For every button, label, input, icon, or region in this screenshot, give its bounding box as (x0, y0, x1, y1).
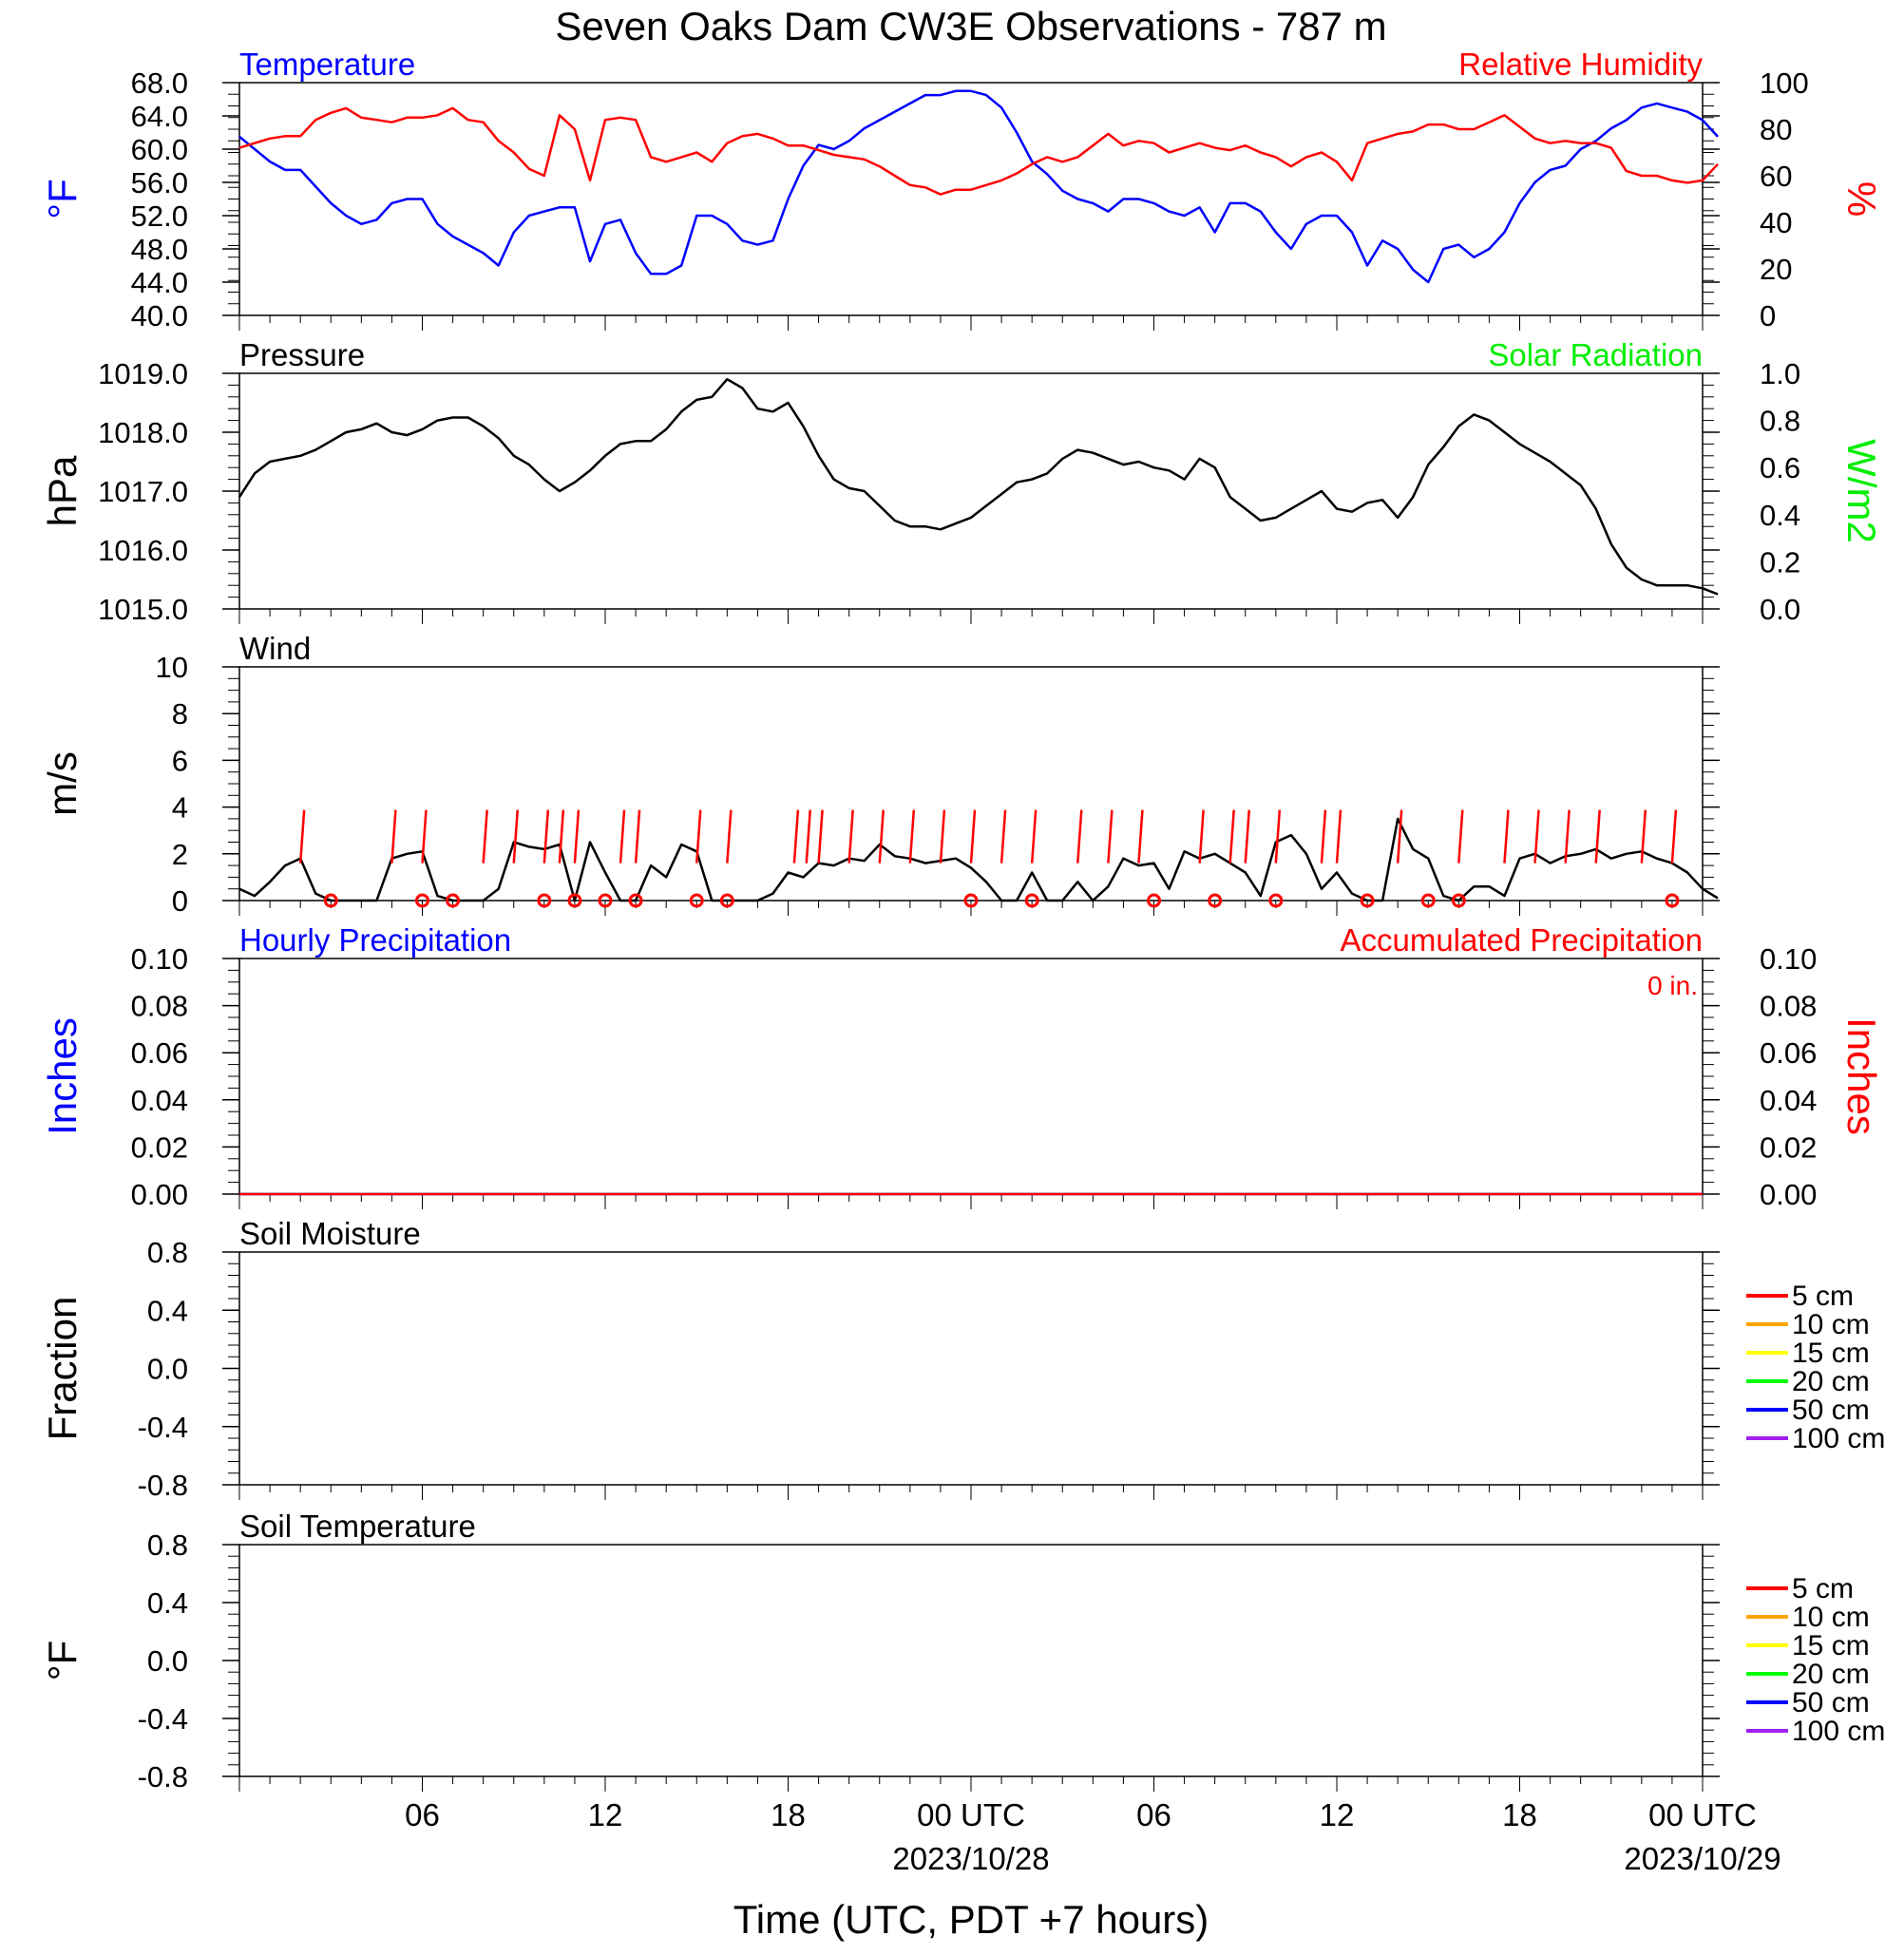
legend-label: 5 cm (1792, 1281, 1854, 1312)
y-tick-label: -0.8 (138, 1469, 188, 1502)
y-tick-label: 1016.0 (98, 534, 188, 567)
y-tick-label: 6 (172, 744, 188, 777)
panel-left-title: Hourly Precipitation (239, 922, 511, 958)
y-tick-label: 68.0 (131, 66, 188, 100)
legend-label: 20 cm (1792, 1366, 1870, 1397)
y-axis-title: °F (40, 179, 85, 218)
y-axis-title: °F (40, 1641, 85, 1680)
y2-tick-label: 0.4 (1760, 499, 1800, 532)
y2-tick-label: 0.0 (1760, 593, 1800, 626)
y2-tick-label: 0.8 (1760, 405, 1800, 438)
x-tick-label: 12 (588, 1797, 623, 1832)
y2-tick-label: 0.04 (1760, 1084, 1817, 1117)
y-axis-title: hPa (40, 455, 85, 526)
y2-axis-title: W/m2 (1839, 439, 1884, 543)
y-tick-label: -0.4 (138, 1411, 188, 1444)
panel-left-title: Pressure (239, 337, 365, 372)
y-axis-title: Fraction (40, 1297, 85, 1441)
y-tick-label: -0.8 (138, 1760, 188, 1794)
y-tick-label: 60.0 (131, 133, 188, 166)
x-tick-label: 06 (405, 1797, 440, 1832)
y-tick-label: 48.0 (131, 233, 188, 266)
panel-left-title: Wind (239, 631, 311, 666)
y-tick-label: 0.10 (131, 942, 188, 976)
y-tick-label: -0.4 (138, 1702, 188, 1736)
legend-label: 20 cm (1792, 1659, 1870, 1690)
y2-tick-label: 20 (1760, 253, 1792, 286)
y-tick-label: 0.02 (131, 1130, 188, 1164)
y2-tick-label: 80 (1760, 113, 1792, 146)
y-tick-label: 0.0 (147, 1353, 188, 1386)
legend-label: 100 cm (1792, 1423, 1885, 1454)
y-axis-title: m/s (40, 751, 85, 816)
legend-label: 100 cm (1792, 1716, 1885, 1747)
y-tick-label: 0.06 (131, 1036, 188, 1070)
panel-right-title: Relative Humidity (1458, 47, 1703, 82)
y-tick-label: 0.8 (147, 1236, 188, 1269)
legend-label: 15 cm (1792, 1630, 1870, 1661)
y-tick-label: 0.4 (147, 1294, 188, 1327)
y2-tick-label: 40 (1760, 206, 1792, 239)
y-tick-label: 1017.0 (98, 475, 188, 508)
y2-tick-label: 0.06 (1760, 1036, 1817, 1070)
y2-axis-title: % (1839, 181, 1884, 217)
y2-tick-label: 0.2 (1760, 545, 1800, 579)
y-tick-label: 44.0 (131, 266, 188, 299)
y-tick-label: 1018.0 (98, 416, 188, 449)
y-tick-label: 2 (172, 838, 188, 871)
y-tick-label: 0.8 (147, 1528, 188, 1562)
y-tick-label: 1019.0 (98, 357, 188, 390)
y-tick-label: 0.00 (131, 1178, 188, 1211)
legend-label: 10 cm (1792, 1602, 1870, 1633)
x-tick-label: 06 (1136, 1797, 1171, 1832)
legend-label: 50 cm (1792, 1687, 1870, 1718)
y2-tick-label: 60 (1760, 160, 1792, 193)
y2-tick-label: 0.10 (1760, 942, 1817, 976)
panel-right-title: Solar Radiation (1488, 337, 1703, 372)
y-tick-label: 0.08 (131, 990, 188, 1023)
y-tick-label: 56.0 (131, 166, 188, 199)
y-tick-label: 1015.0 (98, 593, 188, 626)
accumulated-total-label: 0 in. (1647, 971, 1698, 1000)
legend-label: 15 cm (1792, 1338, 1870, 1369)
panel-right-title: Accumulated Precipitation (1340, 922, 1703, 958)
y-tick-label: 10 (156, 651, 188, 684)
y-tick-label: 4 (172, 791, 188, 825)
legend-label: 50 cm (1792, 1395, 1870, 1426)
y2-tick-label: 0.02 (1760, 1130, 1817, 1164)
y2-axis-title: Inches (1839, 1017, 1884, 1135)
panel-left-title: Soil Temperature (239, 1509, 476, 1544)
legend-label: 10 cm (1792, 1309, 1870, 1340)
y2-tick-label: 0.6 (1760, 451, 1800, 484)
panel-left-title: Soil Moisture (239, 1216, 421, 1251)
y2-tick-label: 100 (1760, 66, 1809, 100)
x-date-label: 2023/10/29 (1624, 1841, 1780, 1876)
y2-tick-label: 1.0 (1760, 357, 1800, 390)
y-tick-label: 0.04 (131, 1084, 188, 1117)
y-tick-label: 40.0 (131, 299, 188, 332)
x-tick-label: 00 UTC (1648, 1797, 1757, 1832)
x-tick-label: 00 UTC (917, 1797, 1025, 1832)
y-tick-label: 0.4 (147, 1586, 188, 1620)
x-tick-label: 18 (1502, 1797, 1537, 1832)
y-tick-label: 52.0 (131, 199, 188, 233)
y-tick-label: 0.0 (147, 1644, 188, 1678)
x-tick-label: 18 (771, 1797, 806, 1832)
y-axis-title: Inches (40, 1017, 85, 1135)
panel-left-title: Temperature (239, 47, 415, 82)
x-axis-title: Time (UTC, PDT +7 hours) (733, 1897, 1209, 1942)
y2-tick-label: 0.00 (1760, 1178, 1817, 1211)
x-tick-label: 12 (1320, 1797, 1355, 1832)
y-tick-label: 0 (172, 884, 188, 918)
chart-title: Seven Oaks Dam CW3E Observations - 787 m (555, 4, 1386, 48)
x-date-label: 2023/10/28 (892, 1841, 1049, 1876)
y-tick-label: 8 (172, 697, 188, 731)
y-tick-label: 64.0 (131, 100, 188, 133)
legend-label: 5 cm (1792, 1573, 1854, 1604)
y2-tick-label: 0 (1760, 299, 1776, 332)
y2-tick-label: 0.08 (1760, 990, 1817, 1023)
